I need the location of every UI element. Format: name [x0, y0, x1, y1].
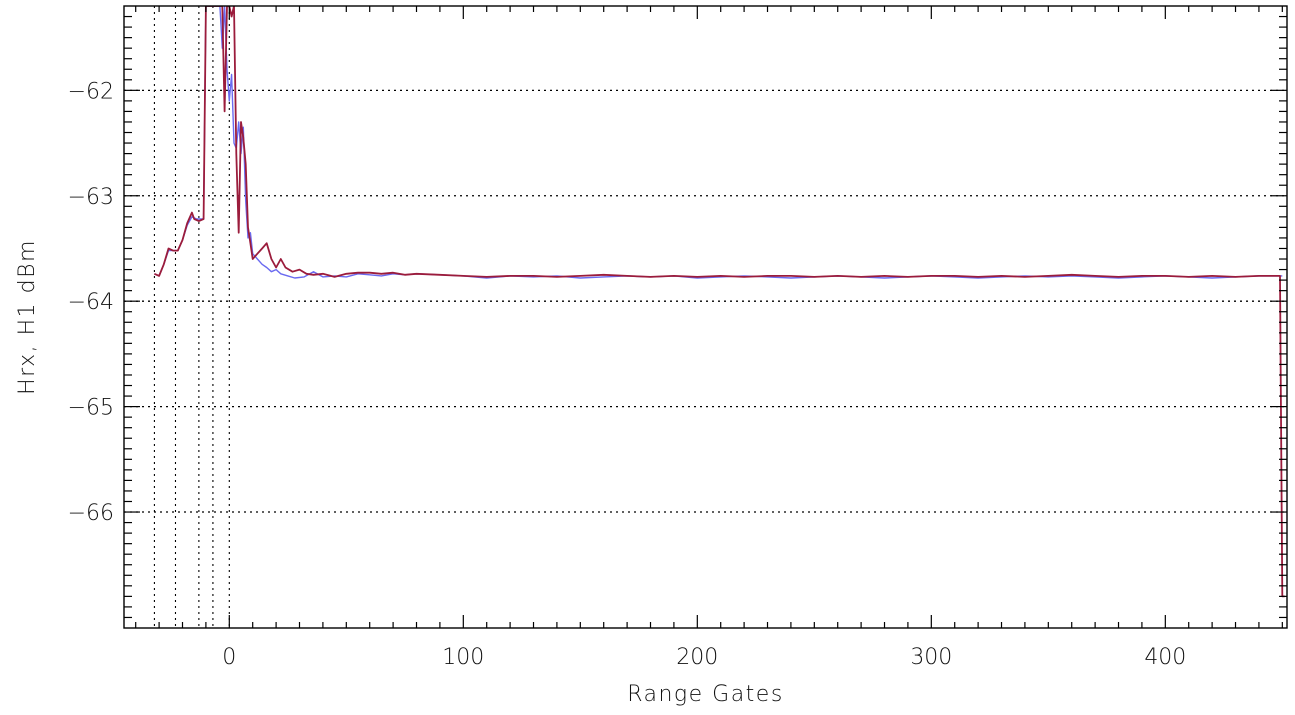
y-tick-label: −62 [68, 79, 114, 104]
y-axis-title: Hrx, H1 dBm [15, 239, 40, 395]
data-series [154, 6, 1285, 598]
plot-frame [123, 5, 1288, 629]
y-tick-label: −66 [68, 501, 114, 526]
y-tick-label: −63 [68, 185, 114, 210]
series-line-1 [154, 6, 1283, 279]
x-tick-label: 300 [910, 645, 952, 670]
x-tick-label: 100 [442, 645, 484, 670]
x-axis-title: Range Gates [627, 682, 784, 707]
x-tick-label: 0 [222, 645, 236, 670]
grid-lines [124, 6, 1287, 628]
x-tick-label: 400 [1144, 645, 1186, 670]
tick-labels: 0 100 200 300 400 −66 −65 −64 −63 −62 [68, 79, 1187, 670]
y-tick-label: −65 [68, 396, 114, 421]
x-tick-label: 200 [676, 645, 718, 670]
y-tick-label: −64 [68, 290, 114, 315]
series-line-2 [154, 6, 1285, 598]
axes [123, 5, 1288, 629]
